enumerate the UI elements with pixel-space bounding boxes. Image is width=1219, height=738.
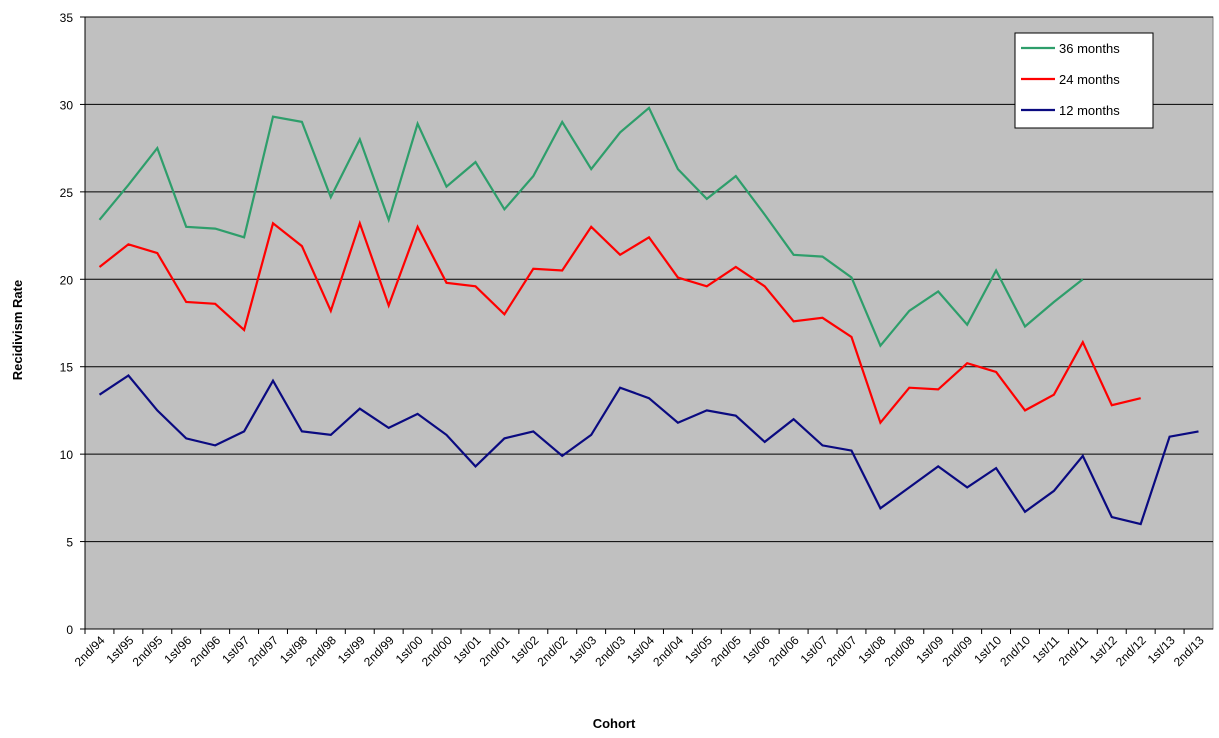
legend-label: 24 months xyxy=(1059,72,1120,87)
x-tick-label: 2nd/11 xyxy=(1056,633,1091,668)
y-tick-label: 0 xyxy=(66,623,73,637)
legend-label: 36 months xyxy=(1059,41,1120,56)
series-line xyxy=(98,374,1199,526)
x-tick-label: 2nd/12 xyxy=(1113,633,1149,669)
x-tick-label: 2nd/04 xyxy=(650,633,686,669)
x-tick-label: 2nd/94 xyxy=(72,633,108,669)
y-tick-label: 15 xyxy=(60,361,74,375)
series-line xyxy=(98,219,1141,425)
x-tick-label: 2nd/08 xyxy=(882,633,918,669)
x-tick-label: 2nd/95 xyxy=(130,633,166,669)
y-tick-label: 5 xyxy=(66,536,73,550)
x-tick-label: 2nd/05 xyxy=(708,633,744,669)
y-tick-label: 35 xyxy=(60,11,74,25)
x-tick-label: 2nd/10 xyxy=(997,633,1033,669)
x-tick-label: 2nd/01 xyxy=(477,633,513,669)
x-tick-label: 2nd/13 xyxy=(1171,633,1207,669)
x-tick-label: 2nd/00 xyxy=(419,633,455,669)
x-tick-label: 2nd/03 xyxy=(592,633,628,669)
x-tick-label: 2nd/06 xyxy=(766,633,802,669)
y-tick-label: 30 xyxy=(60,98,74,112)
x-tick-label: 2nd/02 xyxy=(534,633,570,669)
x-axis-label: Cohort xyxy=(593,716,636,731)
y-tick-label: 10 xyxy=(60,448,74,462)
y-tick-label: 20 xyxy=(60,273,74,287)
x-tick-label: 2nd/09 xyxy=(939,633,975,669)
x-tick-label: 2nd/97 xyxy=(245,633,281,669)
y-tick-label: 25 xyxy=(60,186,74,200)
x-tick-label: 2nd/07 xyxy=(824,633,860,669)
series-line xyxy=(98,106,1084,348)
y-axis-label: Recidivism Rate xyxy=(10,280,25,380)
x-tick-label: 2nd/98 xyxy=(303,633,339,669)
x-tick-label: 2nd/96 xyxy=(187,633,223,669)
x-tick-label: 2nd/99 xyxy=(361,633,397,669)
legend-label: 12 months xyxy=(1059,103,1120,118)
